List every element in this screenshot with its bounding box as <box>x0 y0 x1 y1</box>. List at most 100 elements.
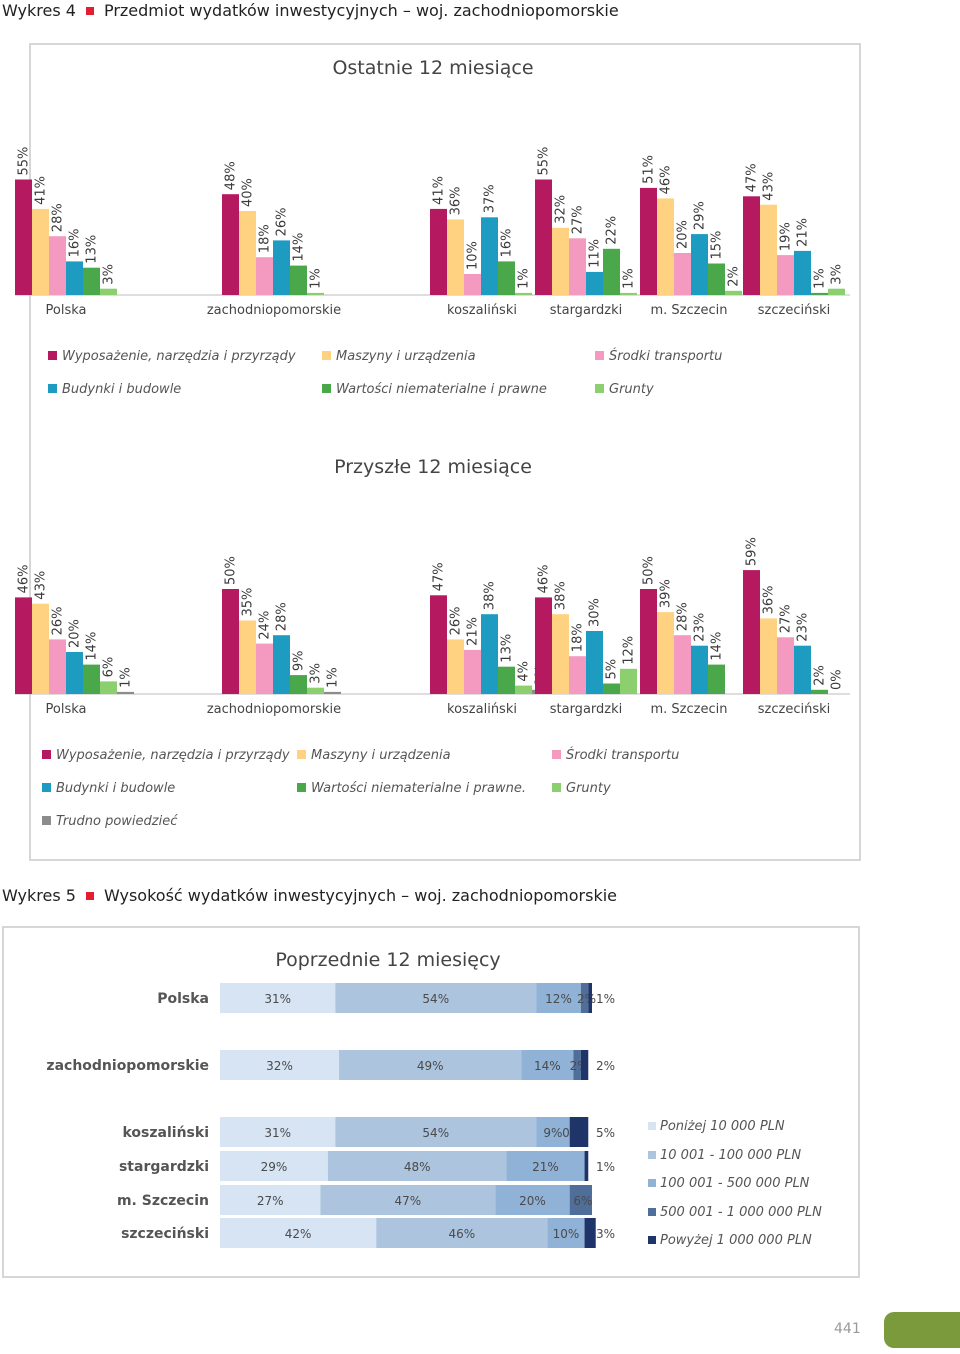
legend-label: Grunty <box>609 382 654 397</box>
stacked-bar-segment <box>580 983 589 1013</box>
legend-label: 500 001 - 1 000 000 PLN <box>660 1205 822 1220</box>
bar <box>481 614 498 694</box>
bar <box>811 292 828 295</box>
red-square-icon <box>85 891 94 900</box>
stacked-bar-segment <box>569 1117 589 1147</box>
legend-swatch <box>648 1236 656 1244</box>
data-label: 55% <box>17 147 32 176</box>
stacked-bar-segment <box>584 1218 596 1248</box>
bar <box>66 652 83 694</box>
bar <box>674 253 691 295</box>
bar <box>430 595 447 694</box>
data-label: 50% <box>642 556 657 585</box>
stacked-bar-segment <box>376 1218 548 1248</box>
bar <box>222 194 239 295</box>
stacked-bar-segment <box>506 1151 585 1181</box>
stacked-bar-segment <box>220 1185 321 1215</box>
data-label: 46% <box>17 564 32 593</box>
bar <box>620 292 637 295</box>
bar <box>515 685 532 694</box>
bar <box>464 274 481 295</box>
data-label: 15% <box>710 231 725 260</box>
bar <box>32 603 49 694</box>
page-badge <box>884 1312 960 1348</box>
bar <box>535 179 552 295</box>
page-number: 441 <box>834 1321 861 1337</box>
legend-swatch <box>648 1208 656 1216</box>
data-label: 2% <box>596 1059 615 1073</box>
legend-swatch <box>48 351 57 360</box>
bar <box>708 263 725 295</box>
stacked-bar-segment <box>573 1050 581 1080</box>
bar <box>691 234 708 295</box>
chart-header-2: Wykres 5 Wysokość wydatków inwestycyjnyc… <box>2 886 617 905</box>
bar <box>307 687 324 694</box>
data-label: 1% <box>596 992 615 1006</box>
data-label: 29% <box>693 201 708 230</box>
chart-panel-1 <box>29 43 861 861</box>
legend-swatch <box>552 783 561 792</box>
red-square-icon <box>85 6 94 15</box>
data-label: 2% <box>577 992 596 1006</box>
legend-swatch <box>595 351 604 360</box>
data-label: 31% <box>264 1126 291 1140</box>
data-label: 14% <box>534 1059 561 1073</box>
data-label: 5% <box>596 1126 615 1140</box>
data-label: 6% <box>573 1194 592 1208</box>
bar <box>447 219 464 295</box>
bar <box>447 639 464 694</box>
category-label: stargardzki <box>550 303 623 318</box>
stacked-bar-segment <box>580 1050 589 1080</box>
legend-swatch <box>42 816 51 825</box>
bar <box>15 179 32 295</box>
data-label: 12% <box>622 636 637 665</box>
data-label: 11% <box>588 239 603 268</box>
data-label: 47% <box>745 163 760 192</box>
bar <box>256 643 273 694</box>
chart-title: Poprzednie 12 miesięcy <box>275 949 500 971</box>
chart-number-1: Wykres 4 <box>2 1 76 20</box>
bar <box>657 198 674 295</box>
data-label: 18% <box>258 224 273 253</box>
bar <box>743 570 760 694</box>
data-label: 20% <box>676 220 691 249</box>
bar <box>117 691 134 694</box>
data-label: 59% <box>745 537 760 566</box>
bar <box>290 265 307 295</box>
data-label: 48% <box>404 1160 431 1174</box>
stacked-bar-segment <box>495 1185 570 1215</box>
data-label: 51% <box>642 155 657 184</box>
legend-label: Powyżej 1 000 000 PLN <box>660 1233 812 1248</box>
data-label: 36% <box>449 186 464 215</box>
data-label: 21% <box>466 617 481 646</box>
stacked-bar-segment <box>569 1185 592 1215</box>
data-label: 9% <box>543 1126 562 1140</box>
legend-label: Trudno powiedzieć <box>56 814 178 829</box>
bar <box>760 204 777 295</box>
data-label: 43% <box>34 571 49 600</box>
data-label: 0% <box>830 669 845 690</box>
bar <box>603 248 620 295</box>
data-label: 23% <box>796 613 811 642</box>
bar <box>794 250 811 295</box>
bar <box>49 639 66 694</box>
data-label: 46% <box>659 165 674 194</box>
data-label: 49% <box>417 1059 444 1073</box>
chart-header-1: Wykres 4 Przedmiot wydatków inwestycyjny… <box>2 1 619 20</box>
stacked-bar-segment <box>320 1185 496 1215</box>
legend-label: Wyposażenie, narzędzia i przyrządy <box>56 748 290 763</box>
data-label: 32% <box>266 1059 293 1073</box>
bar <box>256 257 273 295</box>
bar <box>273 635 290 694</box>
data-label: 1% <box>622 268 637 289</box>
bar <box>657 612 674 694</box>
data-label: 54% <box>422 1126 449 1140</box>
bar <box>603 683 620 694</box>
data-label: 1% <box>326 667 341 688</box>
bar <box>552 227 569 295</box>
stacked-bar-segment <box>547 1218 585 1248</box>
bar <box>569 656 586 694</box>
category-label: zachodniopomorskie <box>46 1058 209 1074</box>
legend-swatch <box>297 750 306 759</box>
legend-label: 100 001 - 500 000 PLN <box>660 1176 810 1191</box>
